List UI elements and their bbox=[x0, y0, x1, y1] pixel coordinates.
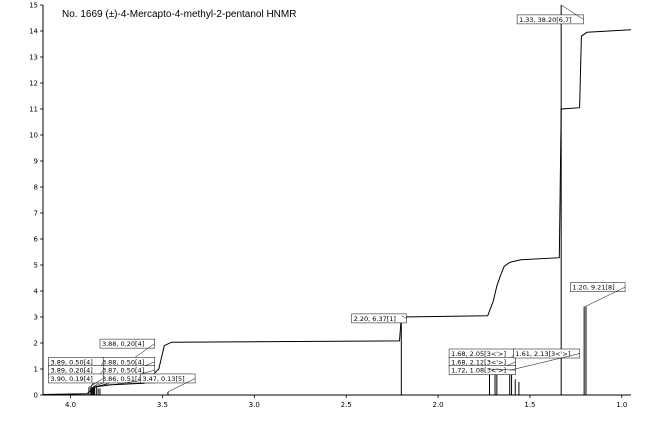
annotation-leader bbox=[88, 378, 104, 388]
y-tick-label: 13 bbox=[29, 54, 38, 62]
annotation-box bbox=[516, 14, 584, 25]
integral-curve bbox=[42, 29, 632, 395]
x-axis-ticks: 4.0 3.5 3.0 2.5 2.0 1.5 1.0 bbox=[65, 395, 627, 409]
annotation-label: 1.68, 2.05[3<'>] bbox=[451, 350, 506, 358]
annotation-label: 1.20, 9.21[8] bbox=[572, 284, 614, 292]
y-tick-label: 10 bbox=[29, 132, 38, 140]
y-tick-label: 7 bbox=[34, 210, 38, 218]
annotation-label: 3.89, 0.50[4] bbox=[51, 358, 93, 366]
x-tick-label: 2.5 bbox=[341, 401, 352, 409]
annotation-label: 1.72, 1.08[3<'>] bbox=[451, 367, 506, 375]
x-tick-label: 3.0 bbox=[249, 401, 260, 409]
annotation-label: 3.90, 0.19[4] bbox=[51, 375, 93, 383]
y-tick-label: 12 bbox=[29, 80, 38, 88]
annotation-leader bbox=[561, 4, 584, 20]
annotation-label: 3.88, 0.20[4] bbox=[102, 340, 144, 348]
annotation-box bbox=[351, 313, 407, 324]
annotation-leader bbox=[509, 353, 580, 371]
annotation-label: 1.61, 2.13[3<'>] bbox=[515, 350, 570, 358]
annotation-label: 3.89, 0.20[4] bbox=[51, 367, 93, 375]
annotation-label: 1.68, 2.12[3<'>] bbox=[451, 358, 506, 366]
x-tick-label: 3.5 bbox=[157, 401, 168, 409]
annotation-leader bbox=[401, 315, 407, 319]
x-tick-label: 4.0 bbox=[65, 401, 76, 409]
annotation-box bbox=[513, 348, 581, 359]
annotation-leader bbox=[167, 378, 196, 393]
x-tick-label: 2.0 bbox=[432, 401, 443, 409]
y-tick-label: 2 bbox=[34, 340, 38, 348]
peak-annotations: 1.33, 38.20[6,7] 2.20, 6.37[1] 1.20, 9.21[… bbox=[48, 4, 626, 393]
y-tick-label: 5 bbox=[34, 262, 38, 270]
annotation-label: 3.86, 0.51[4] bbox=[102, 375, 144, 383]
annotation-label: 3.88, 0.50[4] bbox=[102, 358, 144, 366]
y-tick-label: 6 bbox=[34, 236, 39, 244]
annotation-leader bbox=[584, 286, 626, 307]
x-tick-label: 1.0 bbox=[616, 401, 627, 409]
y-tick-label: 3 bbox=[34, 314, 38, 322]
y-tick-label: 0 bbox=[34, 392, 38, 400]
y-tick-label: 11 bbox=[29, 106, 38, 114]
y-tick-label: 15 bbox=[29, 2, 38, 10]
annotation-label: 3.47, 0.13[5] bbox=[142, 375, 184, 383]
annotation-label: 3.87, 0.50[4] bbox=[102, 367, 144, 375]
x-tick-label: 1.5 bbox=[524, 401, 535, 409]
chart-title: No. 1669 (±)-4-Mercapto-4-methyl-2-penta… bbox=[62, 9, 296, 20]
spectrum-peaks bbox=[88, 5, 587, 395]
y-tick-label: 9 bbox=[34, 158, 38, 166]
annotation-label: 1.33, 38.20[6,7] bbox=[519, 16, 572, 24]
annotation-label: 2.20, 6.37[1] bbox=[354, 315, 396, 323]
y-tick-label: 8 bbox=[34, 184, 38, 192]
y-tick-label: 1 bbox=[34, 366, 38, 374]
chart-axes bbox=[42, 5, 631, 396]
integral-curve-group bbox=[42, 29, 632, 395]
y-tick-label: 4 bbox=[34, 288, 39, 296]
y-tick-label: 14 bbox=[29, 28, 38, 36]
